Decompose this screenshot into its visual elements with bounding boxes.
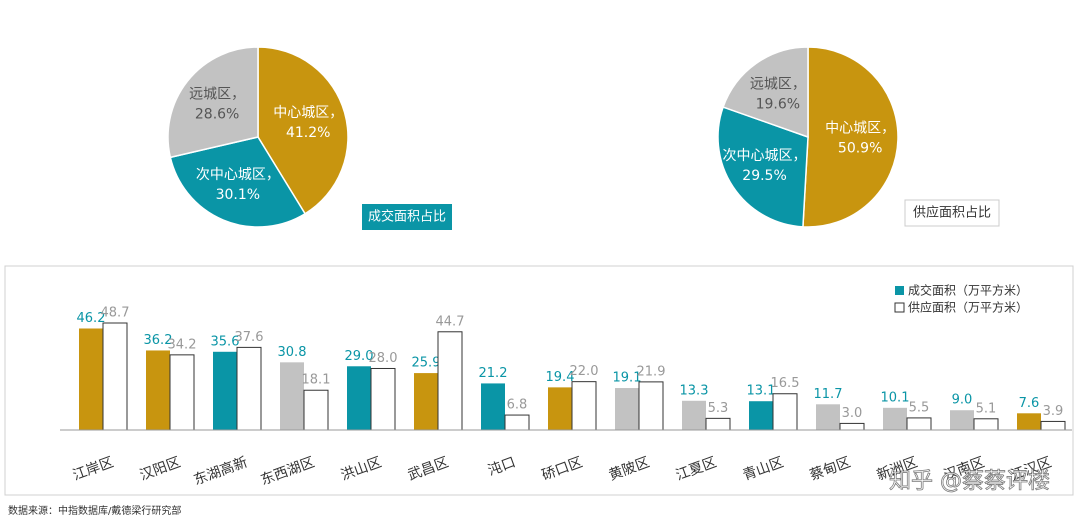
bar-value-label: 7.6 [1019,396,1040,411]
bar-value-label: 11.7 [814,387,843,402]
bar [883,407,907,430]
pie-slice [257,46,349,215]
bar [749,401,773,430]
bar [548,387,572,430]
pie-slice [167,46,259,159]
legend-label: 供应面积（万平方米） [908,300,1028,315]
slice-label: 远城区， [189,87,245,103]
bar-value-label: 21.9 [637,364,666,379]
pie-slice [722,46,809,139]
source-note: 数据来源：中指数据库/戴德梁行研究部 [8,504,181,517]
slice-label: 次中心城区， [196,167,280,183]
bar-value-label: 22.0 [570,364,599,379]
legend-swatch [894,302,905,313]
bar [370,367,396,431]
pie-slice [802,46,899,228]
bar [347,366,371,430]
pie-title: 供应面积占比 [913,205,991,221]
bar [437,331,463,431]
bar [682,400,706,430]
bar-value-label: 30.8 [278,345,307,360]
bar [303,389,329,431]
bar-value-label: 5.5 [909,400,930,415]
bar-value-label: 13.3 [680,383,709,398]
bar [146,350,170,430]
bar-value-label: 13.1 [747,384,776,399]
bar [772,393,798,431]
bar [950,410,974,430]
bar [102,322,128,431]
bar-value-label: 29.0 [345,349,374,364]
slice-label: 中心城区， [273,105,343,121]
pie-slice [717,106,809,228]
title-box [362,204,452,230]
bar-value-label: 3.0 [842,406,863,421]
bar-value-label: 34.2 [168,337,197,352]
legend-swatch [895,286,904,295]
bar [571,381,597,431]
pie-title: 成交面积占比 [368,209,446,225]
bar-value-label: 46.2 [77,311,106,326]
bar [79,328,103,430]
bar-value-label: 48.7 [101,306,130,321]
bar-value-label: 21.2 [479,366,508,381]
slice-label: 中心城区， [825,120,895,136]
slice-label: 远城区， [750,76,806,92]
slice-value: 19.6% [756,96,800,112]
bar-value-label: 25.9 [412,356,441,371]
bar-value-label: 36.2 [144,333,173,348]
bar [213,351,237,430]
bar-value-label: 5.3 [708,401,729,416]
slice-label: 次中心城区， [723,148,807,164]
bar-value-label: 19.4 [546,370,575,385]
bar-value-label: 44.7 [436,314,465,329]
bar-value-label: 37.6 [235,330,264,345]
bar [973,418,999,431]
bar-value-label: 6.8 [507,398,528,413]
bar [236,346,262,431]
bar [504,414,530,431]
bar-value-label: 3.9 [1043,404,1064,419]
bar-value-label: 9.0 [952,393,973,408]
legend-label: 成交面积（万平方米） [908,283,1028,298]
bar [280,362,304,430]
slice-value: 29.5% [742,168,786,184]
pie-slice [169,136,307,228]
bar-value-label: 19.1 [613,371,642,386]
slice-value: 41.2% [286,125,330,141]
bar-value-label: 5.1 [976,401,997,416]
title-box [904,199,1000,227]
bar [638,381,664,431]
slice-value: 50.9% [838,140,882,156]
bar-value-label: 16.5 [771,376,800,391]
bar [481,383,505,430]
bar-value-label: 10.1 [881,390,910,405]
bar-value-label: 35.6 [211,334,240,349]
bar-value-label: 28.0 [369,351,398,366]
bar [1040,420,1066,431]
bar [839,422,865,431]
bar [1017,413,1041,430]
bar [816,404,840,430]
slice-value: 28.6% [195,107,239,123]
watermark: 知乎 @蔡蔡评楼 [889,469,1050,494]
bar [414,373,438,430]
bar [169,354,195,431]
bar [906,417,932,431]
bar [705,417,731,431]
bar-value-label: 18.1 [302,373,331,388]
slice-value: 30.1% [216,187,260,203]
bar [615,388,639,430]
